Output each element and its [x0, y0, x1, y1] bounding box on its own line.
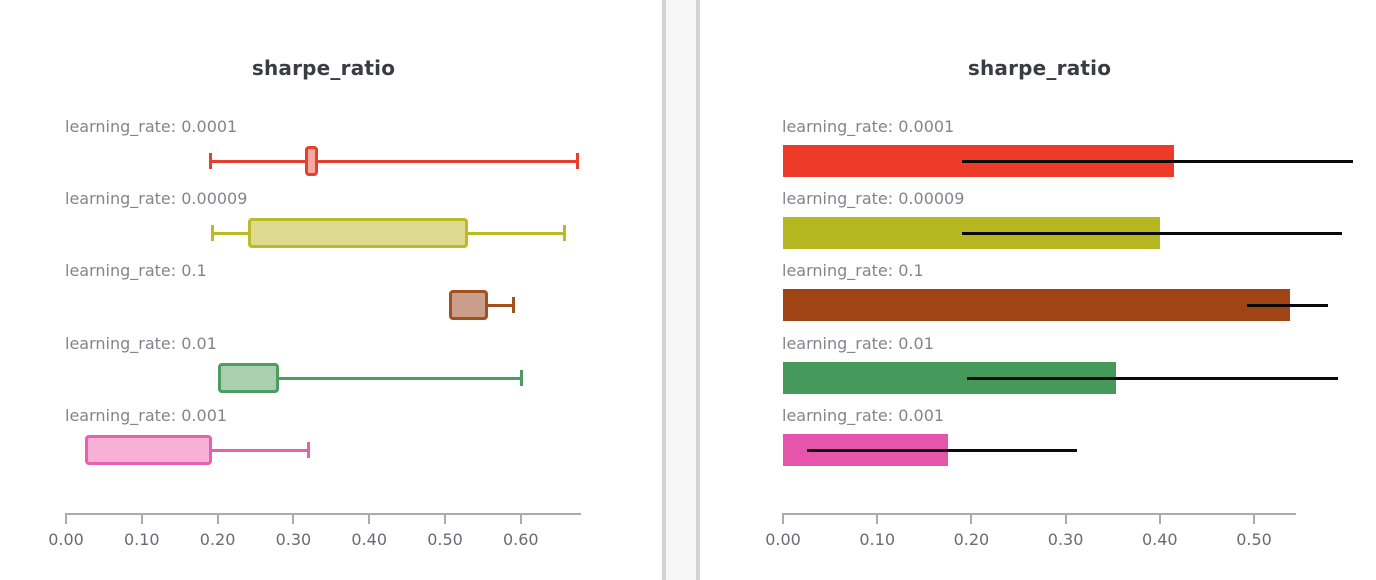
row-label: learning_rate: 0.00009 — [65, 189, 248, 208]
bar — [783, 289, 1290, 321]
x-axis-tick — [876, 513, 879, 524]
row-label: learning_rate: 0.00009 — [782, 189, 965, 208]
row-label: learning_rate: 0.001 — [65, 406, 228, 425]
x-axis-tick — [65, 513, 67, 524]
row-label: learning_rate: 0.01 — [65, 334, 217, 353]
x-axis-tick-label: 0.40 — [351, 530, 387, 549]
x-axis-tick-label: 0.00 — [765, 530, 801, 549]
x-axis-tick-label: 0.50 — [427, 530, 463, 549]
boxplot-box — [247, 218, 468, 248]
error-bar — [806, 448, 1077, 452]
boxplot-whisker-cap-min — [210, 225, 214, 241]
x-axis-tick-label: 0.00 — [48, 530, 84, 549]
x-axis-tick — [444, 513, 446, 524]
x-axis-tick — [140, 513, 143, 524]
x-axis-tick — [292, 513, 295, 524]
boxplot-whisker-right — [467, 231, 565, 235]
x-axis-tick-label: 0.20 — [953, 530, 990, 549]
boxplot-whisker-cap-max — [307, 442, 311, 458]
x-axis-tick — [216, 513, 219, 524]
x-axis-tick-label: 0.20 — [199, 530, 236, 549]
error-bar — [961, 159, 1353, 163]
boxplot-box — [304, 146, 318, 176]
boxplot-whisker-cap-max — [511, 297, 515, 313]
x-axis-tick-label: 0.10 — [859, 530, 895, 549]
x-axis-tick — [519, 513, 522, 524]
error-bar — [961, 231, 1342, 235]
x-axis-tick — [1064, 513, 1067, 524]
row-label: learning_rate: 0.0001 — [782, 117, 955, 136]
boxplot-box — [217, 363, 279, 393]
bar-chart-title: sharpe_ratio — [967, 56, 1112, 80]
boxplot-whisker-left — [212, 231, 248, 235]
x-axis-tick-label: 0.60 — [502, 530, 539, 549]
boxplot-whisker-left — [210, 159, 305, 163]
error-bar — [966, 376, 1338, 380]
boxplot-whisker-cap-max — [520, 370, 524, 386]
boxplot-whisker-right — [278, 376, 522, 380]
x-axis-tick — [368, 513, 371, 524]
x-axis-tick — [1253, 513, 1255, 524]
row-label: learning_rate: 0.001 — [782, 406, 945, 425]
boxplot-whisker-right — [211, 448, 309, 452]
bar-chart-panel: sharpe_ratio learning_rate: 0.0001 learni… — [700, 0, 1376, 580]
x-axis-tick — [782, 513, 784, 524]
x-axis-tick — [970, 513, 973, 524]
boxplot-chart-panel: sharpe_ratio learning_rate: 0.0001 learni… — [0, 0, 662, 580]
panel-divider — [662, 0, 700, 580]
x-axis-tick-label: 0.30 — [275, 530, 312, 549]
row-label: learning_rate: 0.1 — [65, 261, 207, 280]
boxplot-whisker-right — [488, 303, 514, 307]
boxplot-whisker-right — [317, 159, 578, 163]
x-axis-tick-label: 0.30 — [1047, 530, 1084, 549]
x-axis-tick-label: 0.40 — [1141, 530, 1178, 549]
boxplot-box — [448, 290, 489, 320]
row-label: learning_rate: 0.01 — [782, 334, 934, 353]
x-axis-line — [783, 513, 1296, 515]
row-label: learning_rate: 0.0001 — [65, 117, 238, 136]
row-label: learning_rate: 0.1 — [782, 261, 924, 280]
x-axis-tick-label: 0.10 — [123, 530, 160, 549]
boxplot-chart-title: sharpe_ratio — [251, 56, 396, 80]
x-axis-line — [66, 513, 581, 515]
error-bar — [1247, 303, 1329, 307]
boxplot-whisker-cap-max — [576, 153, 580, 169]
x-axis-tick — [1158, 513, 1161, 524]
boxplot-box — [84, 435, 212, 465]
boxplot-whisker-cap-max — [563, 225, 567, 241]
x-axis-tick-label: 0.50 — [1236, 530, 1272, 549]
boxplot-whisker-cap-min — [208, 153, 212, 169]
